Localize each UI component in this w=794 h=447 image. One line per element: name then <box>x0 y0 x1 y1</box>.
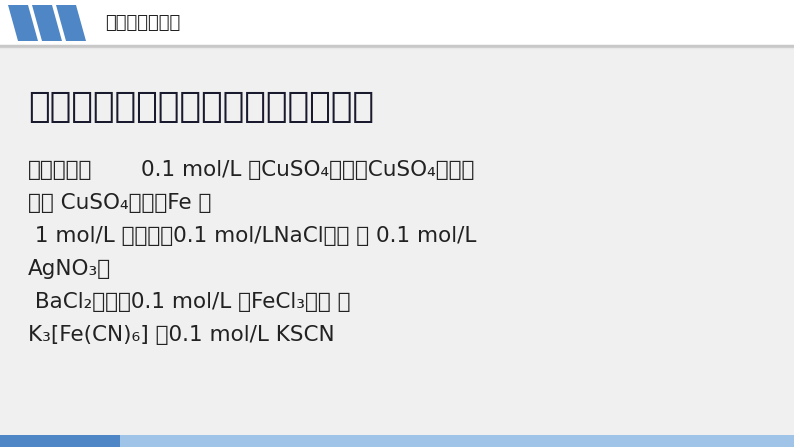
Text: 0.1 mol/L 的CuSO₄溶液、CuSO₄晶体、: 0.1 mol/L 的CuSO₄溶液、CuSO₄晶体、 <box>141 160 474 180</box>
Text: AgNO₃、: AgNO₃、 <box>28 259 111 279</box>
Polygon shape <box>32 5 62 41</box>
Bar <box>0 435 120 447</box>
Text: K₃[Fe(CN)₆] 、0.1 mol/L KSCN: K₃[Fe(CN)₆] 、0.1 mol/L KSCN <box>28 325 334 345</box>
Text: 实验仪器与药品: 实验仪器与药品 <box>105 14 180 32</box>
Polygon shape <box>56 5 86 41</box>
Text: 白色 CuSO₄粉末、Fe 片: 白色 CuSO₄粉末、Fe 片 <box>28 193 211 213</box>
Text: 1 mol/L 的氨水、0.1 mol/LNaCl溶液 、 0.1 mol/L: 1 mol/L 的氨水、0.1 mol/LNaCl溶液 、 0.1 mol/L <box>28 226 476 246</box>
Text: BaCl₂溶液、0.1 mol/L 的FeCl₃溶液 、: BaCl₂溶液、0.1 mol/L 的FeCl₃溶液 、 <box>28 292 350 312</box>
Text: 实验药品：: 实验药品： <box>28 160 92 180</box>
Bar <box>0 0 794 46</box>
Polygon shape <box>8 5 38 41</box>
Text: 实验仪器：试管、玻璃棒、胶头滴管: 实验仪器：试管、玻璃棒、胶头滴管 <box>28 90 374 124</box>
Bar <box>0 435 794 447</box>
